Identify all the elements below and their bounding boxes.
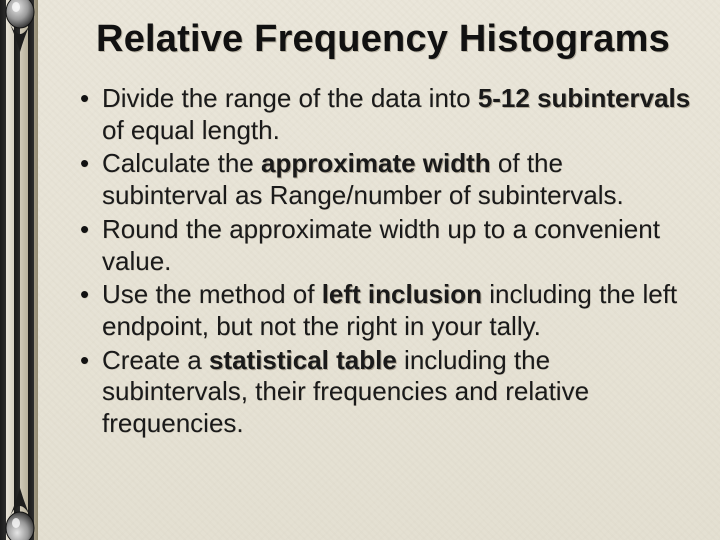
ornament-bottom-icon <box>0 486 40 540</box>
bullet-text-pre: Calculate the <box>102 148 261 178</box>
bullet-text-pre: Divide the range of the data into <box>102 83 478 113</box>
list-item: Calculate the approximate width of the s… <box>72 148 694 211</box>
bullet-text-bold: 5-12 subintervals <box>478 83 690 113</box>
list-item: Round the approximate width up to a conv… <box>72 214 694 277</box>
slide-content: Relative Frequency Histograms Divide the… <box>42 0 720 540</box>
bullet-text-bold: left inclusion <box>322 279 482 309</box>
left-decorative-border <box>0 0 38 540</box>
bullet-text-pre: Round the approximate width up to a conv… <box>102 214 660 276</box>
bullet-text-pre: Use the method of <box>102 279 322 309</box>
bullet-text-bold: statistical table <box>209 345 397 375</box>
list-item: Divide the range of the data into 5-12 s… <box>72 83 694 146</box>
bullet-text-bold: approximate width <box>261 148 491 178</box>
ornament-top-icon <box>0 0 40 54</box>
bullet-text-post: of equal length. <box>102 115 280 145</box>
bullet-list: Divide the range of the data into 5-12 s… <box>72 83 694 440</box>
slide-title: Relative Frequency Histograms <box>72 18 694 61</box>
list-item: Create a statistical table including the… <box>72 345 694 440</box>
list-item: Use the method of left inclusion includi… <box>72 279 694 342</box>
bullet-text-pre: Create a <box>102 345 209 375</box>
